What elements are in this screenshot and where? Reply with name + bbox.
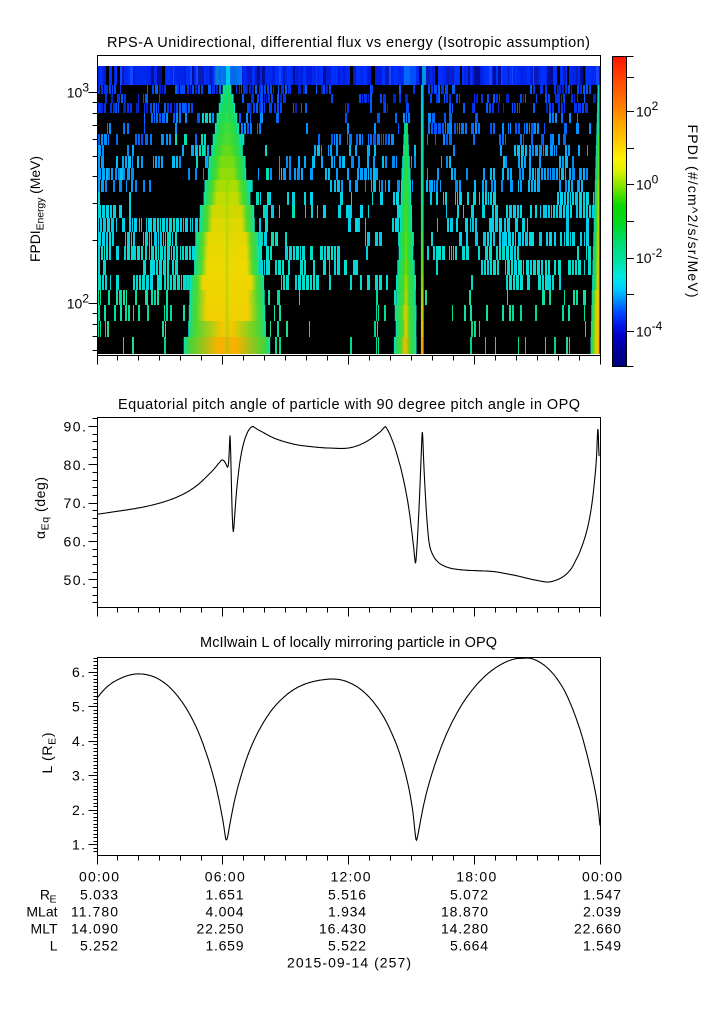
svg-text:1.651: 1.651 bbox=[206, 887, 244, 903]
svg-text:4.004: 4.004 bbox=[206, 904, 244, 920]
svg-text:18:00: 18:00 bbox=[456, 869, 496, 885]
svg-text:60.: 60. bbox=[64, 534, 87, 550]
svg-text:2015-09-14 (257): 2015-09-14 (257) bbox=[287, 955, 411, 971]
svg-text:5.664: 5.664 bbox=[450, 938, 488, 954]
svg-text:2.: 2. bbox=[72, 802, 85, 818]
svg-text:Equatorial pitch angle of part: Equatorial pitch angle of particle with … bbox=[118, 397, 580, 413]
svg-text:4.: 4. bbox=[72, 733, 85, 749]
svg-text:12:00: 12:00 bbox=[331, 869, 371, 885]
svg-text:FPDI (#/cm^2/s/sr/MeV): FPDI (#/cm^2/s/sr/MeV) bbox=[685, 125, 701, 298]
svg-text:06:00: 06:00 bbox=[205, 869, 245, 885]
svg-text:14.090: 14.090 bbox=[71, 921, 118, 937]
svg-text:90.: 90. bbox=[64, 419, 87, 435]
svg-text:1.549: 1.549 bbox=[583, 938, 621, 954]
svg-text:2.039: 2.039 bbox=[583, 904, 621, 920]
svg-text:14.280: 14.280 bbox=[441, 921, 488, 937]
svg-text:FPDIEnergy (MeV): FPDIEnergy (MeV) bbox=[27, 156, 47, 262]
svg-text:18.870: 18.870 bbox=[441, 904, 488, 920]
svg-text:MLT: MLT bbox=[31, 921, 58, 937]
svg-text:6.: 6. bbox=[72, 664, 85, 680]
svg-text:McIlwain L of locally mirrorin: McIlwain L of locally mirroring particle… bbox=[200, 635, 497, 651]
svg-text:L: L bbox=[50, 938, 58, 954]
svg-text:80.: 80. bbox=[64, 457, 87, 473]
svg-text:5.252: 5.252 bbox=[80, 938, 118, 954]
svg-text:70.: 70. bbox=[64, 495, 87, 511]
svg-text:E: E bbox=[49, 894, 56, 906]
svg-text:5.522: 5.522 bbox=[328, 938, 366, 954]
svg-text:R: R bbox=[40, 887, 50, 903]
svg-text:5.: 5. bbox=[72, 699, 85, 715]
svg-text:00:00: 00:00 bbox=[79, 869, 119, 885]
svg-text:1.659: 1.659 bbox=[206, 938, 244, 954]
svg-text:3.: 3. bbox=[72, 768, 85, 784]
svg-text:1.934: 1.934 bbox=[328, 904, 366, 920]
svg-text:MLat: MLat bbox=[26, 904, 57, 920]
svg-text:11.780: 11.780 bbox=[71, 904, 118, 920]
svg-text:50.: 50. bbox=[64, 572, 87, 588]
svg-text:5.033: 5.033 bbox=[80, 887, 118, 903]
svg-text:1.547: 1.547 bbox=[583, 887, 621, 903]
svg-text:5.072: 5.072 bbox=[450, 887, 488, 903]
svg-text:16.430: 16.430 bbox=[319, 921, 366, 937]
svg-text:RPS-A Unidirectional, differen: RPS-A Unidirectional, differential flux … bbox=[107, 35, 590, 51]
svg-text:5.516: 5.516 bbox=[328, 887, 366, 903]
svg-text:00:00: 00:00 bbox=[582, 869, 622, 885]
svg-text:1.: 1. bbox=[72, 837, 85, 853]
svg-text:22.660: 22.660 bbox=[574, 921, 621, 937]
svg-text:22.250: 22.250 bbox=[197, 921, 244, 937]
